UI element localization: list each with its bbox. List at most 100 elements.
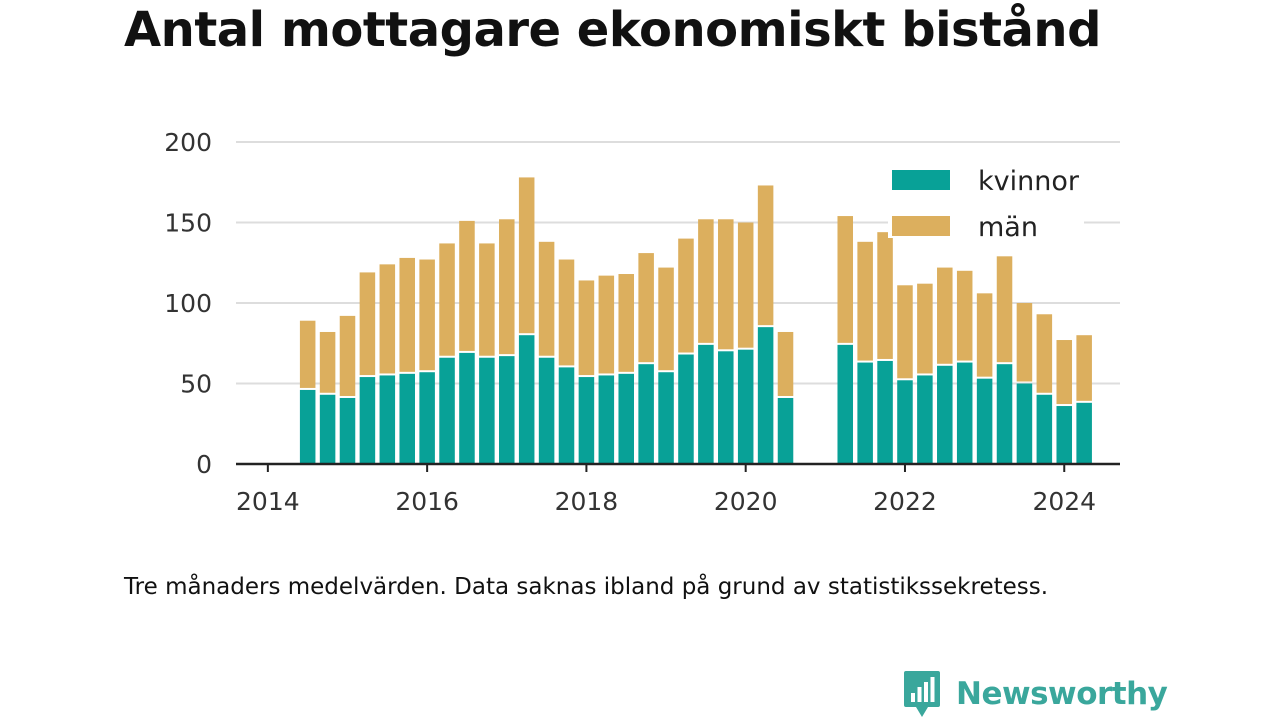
bar-m-n	[578, 280, 595, 376]
bar-m-n	[658, 267, 674, 371]
bar-m-n	[538, 241, 555, 356]
bar-kvinnor	[996, 364, 1013, 464]
bar-kvinnor	[837, 344, 854, 464]
bar-kvinnor	[877, 360, 893, 464]
bar-m-n	[419, 259, 435, 371]
bar-m-n	[399, 257, 415, 372]
x-tick-label: 2024	[1032, 487, 1096, 516]
bar-m-n	[937, 267, 953, 364]
bar-m-n	[299, 320, 316, 388]
legend: kvinnor män	[888, 154, 1084, 243]
bar-kvinnor	[897, 380, 913, 464]
bar-m-n	[737, 222, 754, 348]
x-tick-label: 2022	[873, 487, 937, 516]
bar-m-n	[698, 219, 714, 343]
bar-kvinnor	[1016, 383, 1033, 464]
bar-kvinnor	[857, 362, 873, 464]
bar-m-n	[757, 185, 774, 326]
bar-kvinnor	[379, 375, 396, 464]
bar-kvinnor	[956, 362, 973, 464]
bar-kvinnor	[598, 375, 615, 464]
bar-kvinnor	[578, 377, 595, 464]
bar-kvinnor	[459, 352, 475, 464]
x-axis-ticks: 2014 2016 2018 2020 2022 2024	[236, 464, 1096, 516]
bar-m-n	[718, 219, 734, 350]
bar-kvinnor	[1076, 402, 1092, 464]
x-tick-label: 2018	[555, 487, 619, 516]
bar-kvinnor	[299, 389, 316, 464]
bar-m-n	[558, 259, 575, 366]
chart-title: Antal mottagare ekonomiskt bistånd	[124, 2, 1101, 58]
bar-m-n	[638, 253, 654, 363]
bar-m-n	[996, 256, 1013, 363]
bar-m-n	[439, 243, 455, 356]
bar-m-n	[618, 274, 634, 372]
bar-kvinnor	[678, 354, 694, 464]
bar-m-n	[1076, 335, 1092, 401]
x-tick-label: 2016	[395, 487, 459, 516]
y-tick-label: 100	[164, 289, 212, 318]
brand-name: Newsworthy	[956, 676, 1168, 712]
bar-kvinnor	[439, 357, 455, 464]
bar-kvinnor	[937, 365, 953, 464]
bar-m-n	[479, 243, 495, 356]
y-tick-label: 50	[180, 370, 212, 399]
bar-m-n	[976, 293, 993, 377]
bar-kvinnor	[917, 375, 933, 464]
bar-kvinnor	[319, 394, 336, 464]
x-tick-label: 2020	[714, 487, 778, 516]
bar-m-n	[499, 219, 515, 355]
legend-label: kvinnor	[978, 166, 1080, 197]
bar-m-n	[339, 315, 356, 396]
bar-m-n	[459, 220, 475, 351]
brand: Newsworthy	[902, 668, 1168, 720]
bar-m-n	[857, 241, 873, 361]
bar-m-n	[837, 216, 854, 343]
stacked-bar-chart: 0 50 100 150 200 2014 2016 2018 2020 2022 2024 kv…	[164, 128, 1120, 516]
y-tick-label: 150	[164, 209, 212, 238]
bar-m-n	[678, 238, 694, 353]
bar-m-n	[917, 283, 933, 374]
bar-kvinnor	[638, 364, 654, 464]
x-tick-label: 2014	[236, 487, 300, 516]
bar-kvinnor	[757, 327, 774, 464]
bar-m-n	[1016, 303, 1033, 382]
bar-m-n	[359, 272, 376, 376]
bar-kvinnor	[419, 372, 435, 464]
newsworthy-logo-icon	[904, 671, 940, 717]
bar-m-n	[1036, 314, 1053, 393]
y-tick-label: 0	[196, 450, 212, 479]
bar-m-n	[379, 264, 396, 374]
legend-swatch	[892, 216, 950, 236]
bar-kvinnor	[976, 378, 993, 464]
bar-kvinnor	[538, 357, 555, 464]
bar-kvinnor	[558, 367, 575, 464]
bar-kvinnor	[359, 377, 376, 464]
bar-m-n	[897, 285, 913, 379]
bar-kvinnor	[777, 397, 794, 464]
legend-label: män	[978, 212, 1038, 243]
bars	[299, 177, 1092, 464]
bar-kvinnor	[339, 397, 356, 464]
bar-m-n	[877, 232, 893, 359]
bar-kvinnor	[518, 335, 535, 464]
bar-kvinnor	[658, 372, 674, 464]
bar-m-n	[956, 270, 973, 361]
bar-m-n	[518, 177, 535, 334]
bar-kvinnor	[718, 351, 734, 464]
chart-caption: Tre månaders medelvärden. Data saknas ib…	[124, 574, 1049, 600]
bar-kvinnor	[399, 373, 415, 464]
y-axis-ticks: 0 50 100 150 200	[164, 128, 212, 479]
bar-kvinnor	[618, 373, 634, 464]
bar-kvinnor	[479, 357, 495, 464]
bar-m-n	[777, 331, 794, 396]
bar-kvinnor	[737, 349, 754, 464]
bar-kvinnor	[698, 344, 714, 464]
bar-m-n	[1056, 340, 1073, 405]
bar-m-n	[319, 331, 336, 393]
y-tick-label: 200	[164, 128, 212, 157]
bar-kvinnor	[1036, 394, 1053, 464]
bar-kvinnor	[499, 356, 515, 464]
bar-m-n	[598, 275, 615, 374]
legend-swatch	[892, 170, 950, 190]
